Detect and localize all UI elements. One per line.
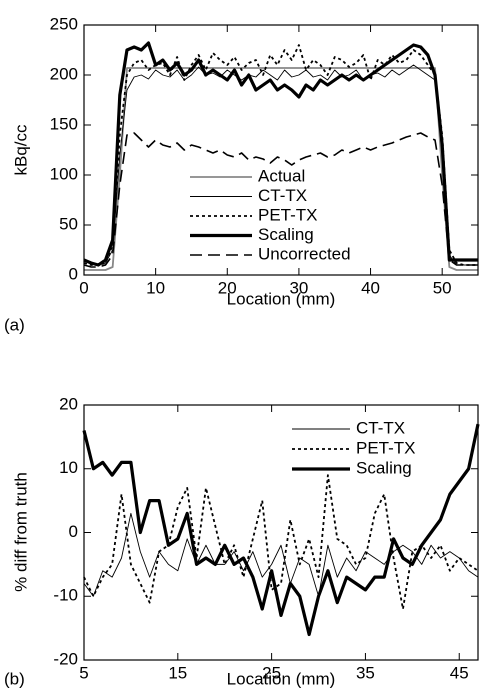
x-tick-label: 15: [168, 663, 187, 682]
series-line: [83, 44, 478, 266]
panel-label: (a): [4, 315, 25, 334]
x-axis-label: Location (mm): [227, 669, 336, 688]
legend-label: PET-TX: [356, 438, 416, 457]
legend-label: Uncorrected: [258, 244, 351, 263]
x-tick-label: 0: [79, 278, 88, 297]
x-tick-label: 40: [361, 278, 380, 297]
x-tick-label: 5: [79, 663, 88, 682]
y-tick-label: 200: [50, 64, 78, 83]
legend-label: Actual: [258, 166, 305, 185]
y-tick-label: 250: [50, 14, 78, 33]
legend-label: PET-TX: [258, 205, 318, 224]
panel-label: (b): [4, 669, 25, 688]
y-tick-label: 10: [59, 458, 78, 477]
y-tick-label: 0: [69, 264, 78, 283]
plot-frame: [83, 24, 479, 276]
x-tick-label: 50: [433, 278, 452, 297]
y-tick-label: -20: [53, 649, 78, 668]
series-line: [83, 64, 478, 266]
y-axis-label: kBq/cc: [11, 124, 30, 176]
y-tick-label: 100: [50, 164, 78, 183]
x-tick-label: 30: [289, 278, 308, 297]
series-line: [83, 132, 478, 268]
x-tick-label: 25: [262, 663, 281, 682]
series-line: [83, 41, 478, 267]
y-tick-label: -10: [53, 586, 78, 605]
legend-label: CT-TX: [258, 186, 307, 205]
x-tick-label: 45: [450, 663, 469, 682]
y-axis-label: % diff from truth: [11, 472, 30, 592]
x-axis-label: Location (mm): [227, 289, 336, 308]
legend-label: Scaling: [258, 225, 314, 244]
series-line: [83, 474, 479, 610]
x-tick-label: 10: [146, 278, 165, 297]
legend-label: CT-TX: [356, 418, 405, 437]
y-tick-label: 150: [50, 114, 78, 133]
plot-frame: [83, 404, 479, 661]
x-tick-label: 35: [356, 663, 375, 682]
series-line: [82, 423, 480, 637]
series-line: [83, 512, 479, 597]
series-line: [84, 67, 478, 271]
x-tick-label: 20: [218, 278, 237, 297]
legend-label: Scaling: [356, 458, 412, 477]
y-tick-label: 0: [69, 522, 78, 541]
y-tick-label: 50: [59, 214, 78, 233]
y-tick-label: 20: [59, 394, 78, 413]
